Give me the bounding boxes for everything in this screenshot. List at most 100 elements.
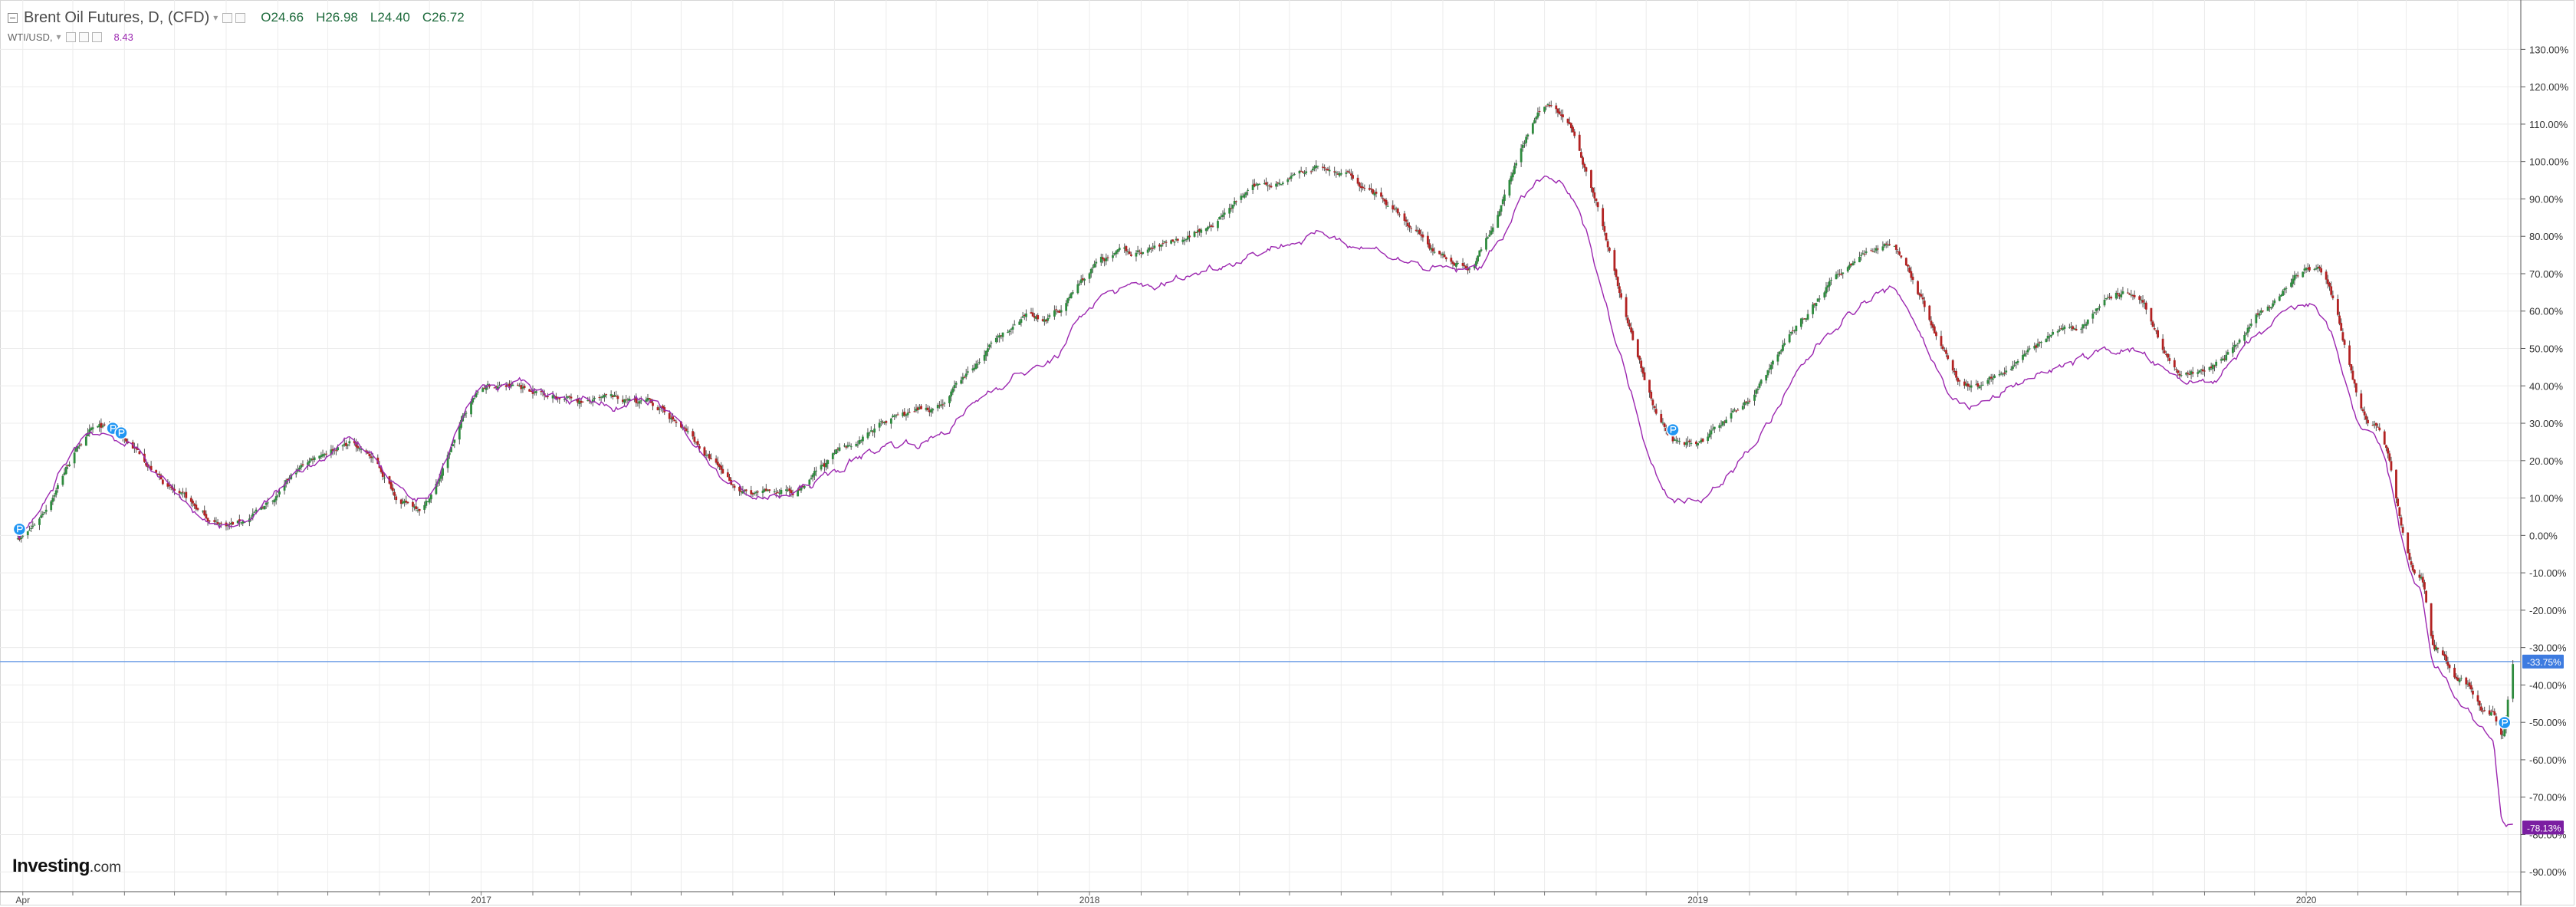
- main-series-legend[interactable]: Brent Oil Futures, D, (CFD) ▾ O24.66 H26…: [8, 6, 465, 29]
- candle: [1478, 250, 1481, 257]
- candle: [523, 383, 526, 390]
- candle-body: [1416, 231, 1419, 232]
- event-marker-icon[interactable]: [114, 426, 128, 440]
- candle: [1965, 380, 1967, 387]
- candle: [1142, 251, 1145, 255]
- candle: [368, 450, 371, 459]
- candle-body: [966, 371, 969, 373]
- candle: [195, 500, 198, 511]
- candle: [273, 498, 276, 507]
- candle-body: [1013, 324, 1016, 326]
- candle-body: [1998, 374, 2001, 376]
- candle-body: [2175, 369, 2177, 370]
- candle-body: [1823, 292, 1826, 298]
- candle: [846, 442, 849, 449]
- candle-body: [1150, 248, 1152, 249]
- candle: [166, 479, 169, 489]
- candle: [1957, 376, 1960, 385]
- candle: [1928, 304, 1931, 322]
- candle: [615, 390, 618, 397]
- compare-series-legend[interactable]: WTI/USD, ▾ 8.43: [8, 29, 465, 44]
- candle-body: [963, 376, 966, 378]
- candle-body: [1884, 243, 1888, 245]
- candle: [1339, 169, 1342, 176]
- candle-body: [294, 472, 297, 475]
- candle-body: [716, 462, 719, 466]
- event-marker-icon[interactable]: [2498, 715, 2512, 730]
- event-marker-icon[interactable]: [12, 522, 27, 536]
- candle-body: [1789, 332, 1792, 334]
- hide-icon[interactable]: [78, 31, 89, 42]
- collapse-toggle-icon[interactable]: [8, 12, 18, 23]
- event-markers[interactable]: [12, 421, 2512, 730]
- candle-body: [1048, 315, 1051, 317]
- price-axis[interactable]: 130.00%120.00%110.00%100.00%90.00%80.00%…: [2520, 0, 2569, 905]
- candle-body: [1760, 380, 1763, 384]
- candle: [1438, 250, 1441, 255]
- candle: [1165, 239, 1168, 247]
- time-axis[interactable]: Apr 2017 2018 2019 2020: [0, 891, 2521, 905]
- candle: [673, 418, 676, 422]
- candle: [1126, 249, 1129, 255]
- candle-body: [1023, 315, 1026, 317]
- candle-body: [1181, 239, 1184, 242]
- candle-body: [226, 524, 229, 526]
- candle: [1176, 238, 1179, 244]
- candle-body: [1011, 327, 1014, 330]
- candle-body: [203, 510, 206, 516]
- candle: [158, 471, 161, 481]
- hide-icon[interactable]: [235, 12, 246, 23]
- event-marker-icon[interactable]: [1666, 422, 1680, 437]
- candle-body: [1200, 229, 1203, 233]
- candle-body: [1433, 251, 1436, 253]
- candle: [1931, 321, 1934, 331]
- candle-body: [2302, 271, 2305, 278]
- candle-body: [1701, 439, 1704, 442]
- candle-body: [320, 455, 323, 458]
- candle: [1301, 171, 1304, 173]
- remove-icon[interactable]: [91, 31, 102, 42]
- candle-body: [1093, 263, 1096, 268]
- candle: [1842, 272, 1845, 279]
- candle-body: [810, 478, 813, 480]
- candle-body: [2367, 419, 2369, 424]
- chevron-down-icon[interactable]: ▾: [56, 31, 61, 42]
- candle-body: [1068, 297, 1071, 298]
- candle-body: [2235, 344, 2238, 346]
- candle: [1183, 237, 1186, 245]
- candle: [403, 498, 406, 507]
- candle: [1593, 187, 1596, 204]
- candle-body: [1548, 104, 1551, 107]
- candle-body: [1280, 184, 1283, 186]
- candle-body: [2167, 353, 2170, 358]
- candle: [1743, 399, 1746, 409]
- candle-body: [2313, 268, 2316, 270]
- y-tick-label: -30.00%: [2529, 642, 2567, 654]
- candle: [1991, 373, 1994, 385]
- candle-body: [1363, 188, 1366, 189]
- candle: [1441, 251, 1444, 258]
- settings-icon[interactable]: [65, 31, 76, 42]
- chevron-down-icon[interactable]: ▾: [213, 12, 219, 23]
- candle: [2476, 690, 2479, 706]
- settings-icon[interactable]: [222, 12, 233, 23]
- candle: [520, 382, 523, 393]
- candle: [1545, 105, 1548, 110]
- candle-body: [1501, 199, 1504, 205]
- candle: [1756, 386, 1760, 394]
- candle: [1963, 378, 1966, 389]
- candle: [1921, 293, 1924, 304]
- candle: [1663, 422, 1666, 432]
- candle-body: [276, 495, 279, 497]
- candle: [1316, 166, 1319, 169]
- candle-body: [1795, 325, 1798, 332]
- candle-body: [2153, 328, 2156, 330]
- candle-body: [2285, 288, 2288, 289]
- candle-body: [1258, 184, 1261, 186]
- candle-body: [1088, 273, 1091, 279]
- candle: [2256, 309, 2259, 317]
- candle: [1385, 198, 1388, 209]
- candle-body: [652, 403, 654, 406]
- y-tick-label: 0.00%: [2529, 530, 2558, 541]
